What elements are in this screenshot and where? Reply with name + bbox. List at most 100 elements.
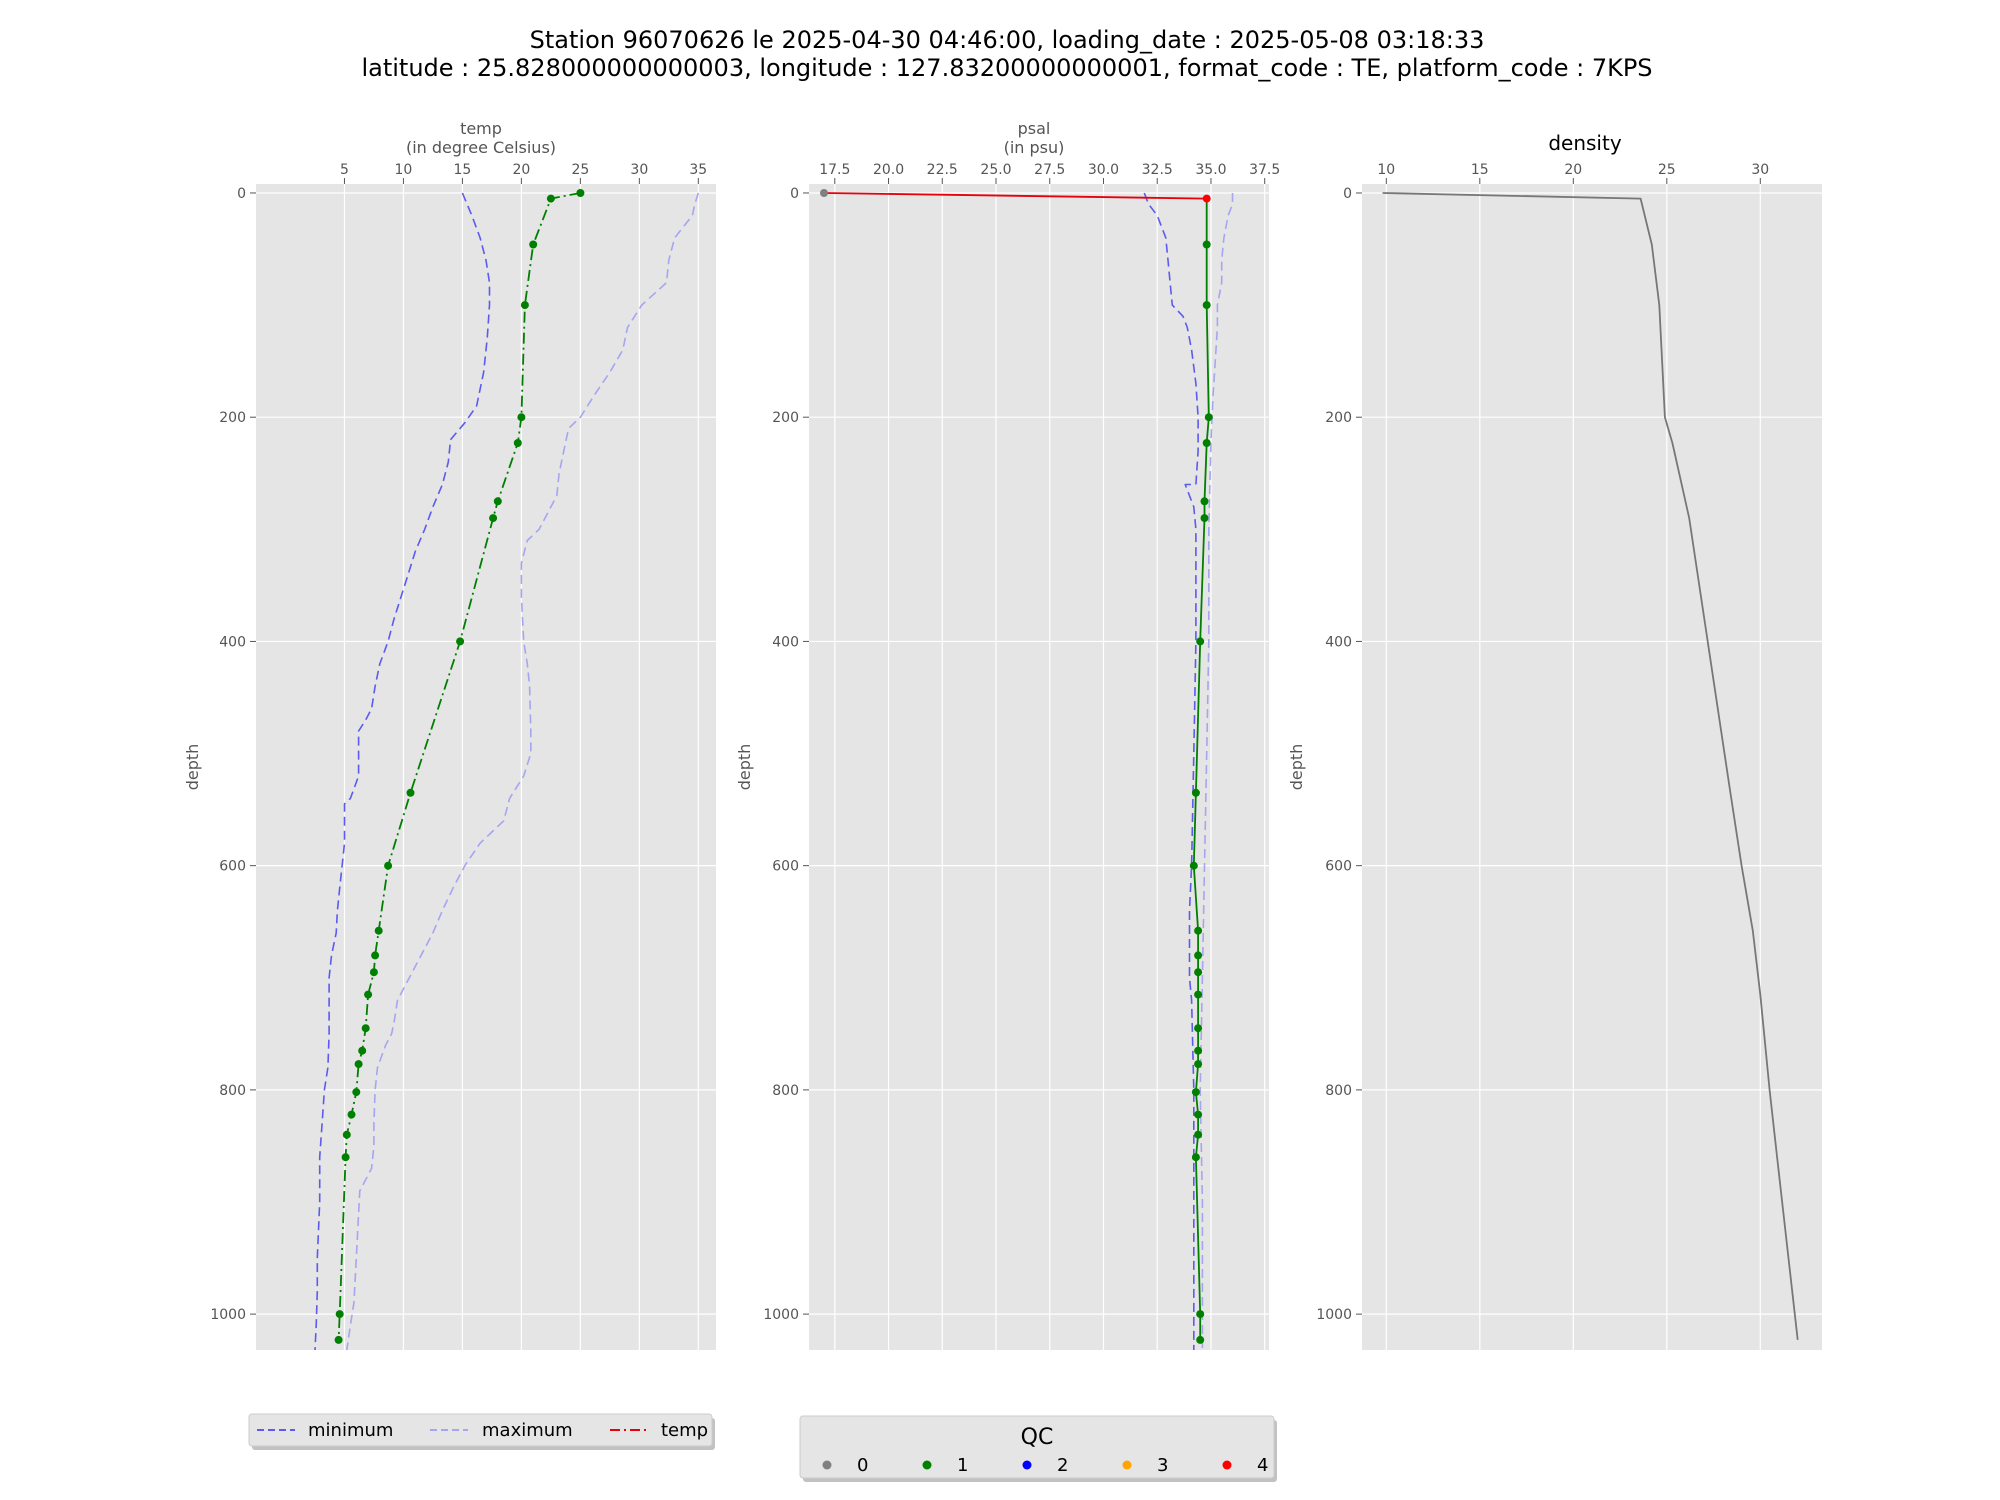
temp-data-point <box>520 301 529 310</box>
temp-y-tick-label: 1000 <box>210 1307 246 1323</box>
density-x-tick-label: 15 <box>1471 162 1489 178</box>
psal-y-tick-label: 0 <box>790 186 799 202</box>
qc-legend-label-0: 0 <box>857 1455 868 1476</box>
psal-xlabel-unit: (in psu) <box>1004 138 1065 157</box>
density-line <box>1382 192 1799 1341</box>
temp-data-point <box>369 968 378 977</box>
temp-maximum-line <box>346 192 700 1351</box>
psal-y-tick-label: 800 <box>772 1083 799 1099</box>
qc-legend-label-1: 1 <box>957 1455 968 1476</box>
density-y-tick-label: 200 <box>1325 410 1352 426</box>
temp-data-point <box>342 1130 351 1139</box>
psal-data-point <box>1194 1060 1203 1069</box>
temp-data-point <box>546 194 555 203</box>
psal-x-tick-label: 35.0 <box>1195 162 1226 178</box>
psal-x-tick-label: 20.0 <box>873 162 904 178</box>
psal-data-point <box>1194 1024 1203 1033</box>
temp-data-point <box>406 788 415 797</box>
psal-data-point <box>1194 990 1203 999</box>
qc-legend-items: 0 1 2 3 4 <box>822 1455 1268 1476</box>
psal-y-tick-label: 600 <box>772 859 799 875</box>
psal-data-point <box>1191 788 1200 797</box>
psal-y-tick-label: 400 <box>772 634 799 650</box>
psal-data-point <box>1200 497 1209 506</box>
density-y-tick-label: 600 <box>1325 859 1352 875</box>
temp-xlabel-unit: (in degree Celsius) <box>406 138 556 157</box>
temp-data-point <box>341 1153 350 1162</box>
psal-data-point <box>1202 240 1211 249</box>
density-x-tick-label: 10 <box>1377 162 1395 178</box>
density-y-tick-label: 1000 <box>1316 1307 1352 1323</box>
density-x-tick-label: 20 <box>1564 162 1582 178</box>
temp-data-point <box>347 1110 356 1119</box>
psal-data-point <box>1191 1088 1200 1097</box>
psal-x-tick-label: 37.5 <box>1249 162 1280 178</box>
density-ylabel: depth <box>1287 744 1306 791</box>
temp-x-tick-label: 5 <box>340 162 349 178</box>
temp-data-point <box>489 514 498 523</box>
psal-panel: 17.5 20.0 22.5 25.0 27.5 30.0 32.5 35.0 37.5 0 200… <box>763 162 1280 1350</box>
density-y-tick-label: 0 <box>1343 186 1352 202</box>
density-x-tick-label: 25 <box>1658 162 1676 178</box>
temp-x-tick-label: 15 <box>453 162 471 178</box>
legend-temp-label: temp <box>661 1420 708 1441</box>
psal-data-point <box>1196 1310 1205 1319</box>
qc-legend-label-3: 3 <box>1157 1455 1168 1476</box>
psal-data-point <box>1194 1110 1203 1119</box>
qc-legend-box <box>799 1415 1275 1479</box>
temp-data-point <box>513 439 522 447</box>
psal-x-tick-label: 32.5 <box>1142 162 1173 178</box>
qc-legend-title: QC <box>1021 1425 1054 1450</box>
psal-minimum-line <box>1143 192 1199 1350</box>
psal-data-point <box>1194 968 1203 977</box>
psal-xlabel: psal <box>1018 119 1051 138</box>
temp-minimum-line <box>314 192 491 1351</box>
psal-data-point <box>1194 926 1203 935</box>
line-legend-box <box>248 1413 713 1447</box>
temp-x-tick-label: 25 <box>571 162 589 178</box>
temp-data-point <box>335 1310 344 1319</box>
temp-data-point <box>517 413 526 422</box>
qc-legend-marker-2 <box>1022 1460 1032 1470</box>
temp-xlabel: temp <box>460 119 502 138</box>
psal-profile-segment <box>823 192 1207 200</box>
legend-minimum-label: minimum <box>308 1420 393 1441</box>
psal-data-point <box>1196 637 1205 646</box>
qc-legend-marker-1 <box>922 1460 932 1470</box>
temp-data-point <box>354 1060 363 1069</box>
psal-data-point <box>1191 1153 1200 1162</box>
psal-data-point-qc4 <box>1202 194 1211 203</box>
psal-data-point <box>1202 301 1211 310</box>
qc-legend-marker-4 <box>1222 1460 1232 1470</box>
temp-data-point <box>529 240 538 249</box>
psal-x-tick-label: 27.5 <box>1034 162 1065 178</box>
qc-legend-label-4: 4 <box>1257 1455 1268 1476</box>
temp-data-point <box>358 1046 367 1055</box>
temp-data-point <box>334 1335 343 1344</box>
psal-data-point <box>1204 413 1213 422</box>
temp-x-tick-label: 20 <box>512 162 530 178</box>
density-x-tick-label: 30 <box>1751 162 1769 178</box>
figure-title-line-2: latitude : 25.828000000000003, longitude… <box>361 54 1652 82</box>
temp-y-tick-label: 0 <box>237 186 246 202</box>
qc-legend-label-2: 2 <box>1057 1455 1068 1476</box>
temp-data-point <box>361 1024 370 1033</box>
psal-y-tick-label: 1000 <box>763 1307 799 1323</box>
line-legend: minimum maximum temp <box>248 1413 715 1450</box>
qc-legend-marker-3 <box>1122 1460 1132 1470</box>
psal-data-point-qc0 <box>820 189 828 197</box>
temp-data-point <box>384 861 393 870</box>
density-y-tick-label: 400 <box>1325 634 1352 650</box>
temp-x-tick-label: 30 <box>630 162 648 178</box>
psal-data-point <box>1194 1046 1203 1055</box>
temp-y-tick-label: 600 <box>219 859 246 875</box>
temp-ylabel: depth <box>183 744 202 791</box>
temp-x-tick-label: 35 <box>689 162 707 178</box>
temp-data-point <box>456 637 465 646</box>
temp-data-point <box>374 926 383 935</box>
psal-data-point <box>1202 439 1211 447</box>
temp-x-tick-label: 10 <box>395 162 413 178</box>
temp-y-tick-label: 400 <box>219 634 246 650</box>
legend-maximum-label: maximum <box>482 1420 573 1441</box>
density-plot-area <box>1362 184 1822 1350</box>
